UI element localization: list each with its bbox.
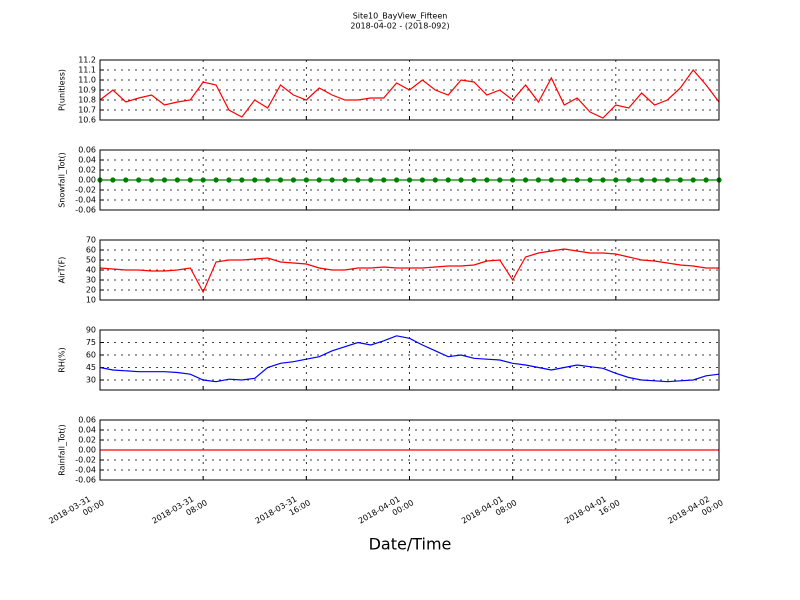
data-line [99,335,720,383]
y-axis-label: RH(%) [58,347,67,372]
data-point [548,177,554,183]
y-tick-label: 10.7 [78,106,96,115]
plot-frame [99,329,720,391]
data-point [690,177,696,183]
data-point [110,177,116,183]
y-tick-label: 10.6 [78,116,96,125]
y-tick-label: 0.02 [78,436,96,445]
y-tick-label: 30 [86,376,96,385]
y-tick-label: 0.00 [78,176,96,185]
y-tick-label: -0.04 [75,466,96,475]
data-point [239,177,245,183]
data-point [161,177,168,183]
y-tick-label: 11.0 [78,76,96,85]
data-point [432,177,438,183]
data-point [419,177,425,183]
y-tick-label: 70 [86,236,96,245]
y-tick-label: 60 [86,246,96,255]
data-point [123,177,129,183]
y-tick-label: 20 [86,286,96,295]
y-tick-label: 10.8 [78,96,96,105]
y-tick-label: -0.06 [75,206,96,215]
data-point [677,177,683,183]
data-point [522,177,529,183]
y-tick-label: 0.06 [78,146,96,155]
y-axis-label: Snowfall_Tot() [58,152,67,208]
data-line [99,248,719,294]
y-tick-label: 10 [86,296,96,305]
data-point [535,177,542,183]
data-point [187,177,193,183]
plot-frame [99,239,720,301]
y-axis-label: AirT(F) [58,257,67,284]
data-point [510,177,516,183]
data-point [252,177,258,183]
y-tick-label: 90 [86,326,96,335]
y-tick-label: 50 [86,256,96,265]
data-point [368,177,374,183]
data-point [458,177,464,183]
data-point [213,177,219,183]
y-tick-label: 0.00 [78,446,96,455]
data-point [626,177,632,183]
data-point [277,177,284,183]
y-tick-label: 11.1 [78,66,96,75]
y-tick-label: 11.2 [78,56,96,65]
data-point [406,177,413,183]
data-point [342,177,348,183]
data-point [651,177,658,183]
y-tick-label: -0.06 [75,476,96,485]
data-point [664,177,671,183]
data-point [445,177,451,183]
data-point [136,177,142,183]
data-point [574,177,580,183]
data-point [394,177,400,183]
data-point [148,177,155,183]
y-tick-label: 45 [86,363,96,372]
y-tick-label: 30 [86,276,96,285]
y-tick-label: 0.04 [78,426,96,435]
y-tick-label: -0.04 [75,196,96,205]
y-tick-label: -0.02 [75,186,96,195]
data-line [99,69,720,119]
y-tick-label: 75 [86,338,96,347]
data-point [613,177,619,183]
data-point [497,177,503,183]
y-tick-label: 0.02 [78,166,96,175]
x-axis-label: Date/Time [369,535,452,554]
data-point [484,177,490,183]
data-point [355,177,361,183]
y-tick-label: 10.9 [78,86,96,95]
y-tick-label: 0.04 [78,156,96,165]
data-point [303,177,309,183]
data-point [639,177,645,183]
plot-frame [99,59,720,121]
y-tick-label: -0.02 [75,456,96,465]
data-point [600,177,606,183]
y-axis-label: Rainfall_Tot() [58,424,67,476]
y-tick-label: 40 [86,266,96,275]
data-point [265,177,271,183]
data-point [226,177,232,183]
data-point [587,177,593,183]
data-point [561,177,567,183]
y-axis-label: P(unitless) [58,69,67,111]
y-tick-label: 0.06 [78,416,96,425]
plot-frame [99,419,720,481]
data-point [703,177,709,183]
chart-subtitle: 2018-04-02 - (2018-092) [350,22,449,31]
data-point [329,177,335,183]
data-point [316,177,322,183]
chart-title: Site10_BayView_Fifteen [353,12,448,21]
data-point [200,177,206,183]
data-point [471,177,477,183]
plot-frame [99,149,720,211]
y-tick-label: 60 [86,351,96,360]
data-point [174,177,180,183]
data-point [381,177,387,183]
data-point [290,177,297,183]
